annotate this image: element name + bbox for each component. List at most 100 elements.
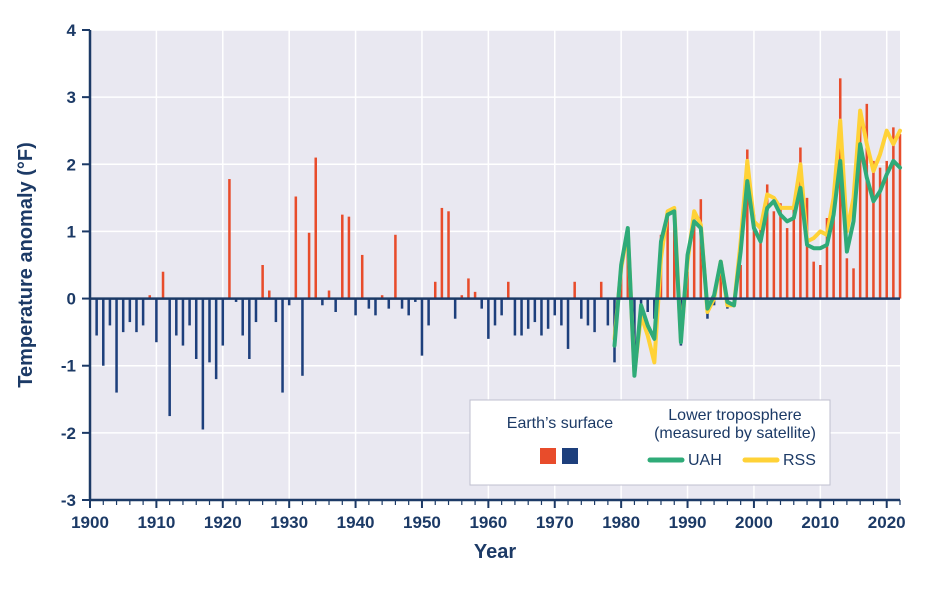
surface-bar [819, 265, 822, 299]
y-tick-label: 1 [67, 222, 76, 241]
y-tick-label: 3 [67, 88, 76, 107]
surface-bar [182, 299, 185, 346]
y-tick-label: -3 [61, 491, 76, 510]
legend-neg-swatch [562, 448, 578, 464]
x-tick-label: 2010 [801, 513, 839, 532]
surface-bar [401, 299, 404, 309]
surface-bar [527, 299, 530, 329]
surface-bar [228, 179, 231, 299]
surface-bar [421, 299, 424, 356]
surface-bar [773, 211, 776, 298]
y-tick-label: 4 [67, 21, 77, 40]
surface-bar [129, 299, 132, 323]
surface-bar [208, 299, 211, 363]
surface-bar [354, 299, 357, 316]
x-tick-label: 1990 [669, 513, 707, 532]
surface-bar [248, 299, 251, 359]
y-axis-title: Temperature anomaly (°F) [15, 142, 37, 387]
surface-bar [646, 299, 649, 312]
y-tick-label: 2 [67, 155, 76, 174]
surface-bar [441, 208, 444, 299]
surface-bar [394, 235, 397, 299]
x-tick-label: 1970 [536, 513, 574, 532]
surface-bar [168, 299, 171, 417]
surface-bar [480, 299, 483, 309]
surface-bar [115, 299, 118, 393]
surface-bar [155, 299, 158, 343]
surface-bar [301, 299, 304, 376]
surface-bar [202, 299, 205, 430]
surface-bar [341, 215, 344, 299]
chart-svg: 1900191019201930194019501960197019801990… [0, 0, 928, 591]
x-tick-label: 2020 [868, 513, 906, 532]
surface-bar [560, 299, 563, 326]
legend-rss-label: RSS [783, 452, 816, 469]
x-tick-label: 1980 [602, 513, 640, 532]
x-tick-label: 2000 [735, 513, 773, 532]
surface-bar [195, 299, 198, 359]
x-tick-label: 1900 [71, 513, 109, 532]
surface-bar [374, 299, 377, 316]
surface-bar [507, 282, 510, 299]
surface-bar [281, 299, 284, 393]
y-tick-label: 0 [67, 290, 76, 309]
surface-bar [261, 265, 264, 299]
surface-bar [368, 299, 371, 309]
x-tick-label: 1950 [403, 513, 441, 532]
surface-bar [593, 299, 596, 333]
legend-surface-title: Earth’s surface [507, 415, 614, 432]
surface-bar [587, 299, 590, 326]
surface-bar [467, 278, 470, 298]
x-tick-label: 1940 [337, 513, 375, 532]
surface-bar [109, 299, 112, 326]
legend-pos-swatch [540, 448, 556, 464]
surface-bar [361, 255, 364, 299]
surface-bar [454, 299, 457, 319]
legend-uah-label: UAH [688, 452, 722, 469]
surface-bar [215, 299, 218, 380]
x-tick-label: 1910 [137, 513, 175, 532]
surface-bar [846, 258, 849, 298]
surface-bar [793, 208, 796, 299]
surface-bar [102, 299, 105, 366]
surface-bar [607, 299, 610, 326]
surface-bar [540, 299, 543, 336]
legend-tropo-title-1: Lower troposphere [668, 407, 802, 424]
surface-bar [95, 299, 98, 336]
surface-bar [547, 299, 550, 329]
surface-bar [188, 299, 191, 326]
surface-bar [487, 299, 490, 339]
surface-bar [580, 299, 583, 319]
surface-bar [275, 299, 278, 323]
surface-bar [786, 228, 789, 298]
surface-bar [534, 299, 537, 323]
surface-bar [407, 299, 410, 316]
surface-bar [520, 299, 523, 336]
surface-bar [573, 282, 576, 299]
surface-bar [255, 299, 258, 323]
surface-bar [852, 268, 855, 298]
surface-bar [162, 272, 165, 299]
x-tick-label: 1960 [469, 513, 507, 532]
surface-bar [142, 299, 145, 326]
y-tick-label: -2 [61, 424, 76, 443]
surface-bar [334, 299, 337, 312]
x-tick-label: 1920 [204, 513, 242, 532]
surface-bar [494, 299, 497, 326]
legend-tropo-title-2: (measured by satellite) [654, 425, 816, 442]
surface-bar [500, 299, 503, 316]
surface-bar [308, 233, 311, 299]
surface-bar [514, 299, 517, 336]
surface-bar [222, 299, 225, 346]
temperature-anomaly-chart: 1900191019201930194019501960197019801990… [0, 0, 928, 591]
x-axis-title: Year [474, 541, 516, 563]
surface-bar [899, 134, 902, 298]
surface-bar [135, 299, 138, 333]
surface-bar [348, 217, 351, 299]
surface-bar [812, 262, 815, 299]
surface-bar [122, 299, 125, 333]
surface-bar [600, 282, 603, 299]
surface-bar [872, 161, 875, 299]
surface-bar [447, 211, 450, 298]
surface-bar [892, 127, 895, 298]
